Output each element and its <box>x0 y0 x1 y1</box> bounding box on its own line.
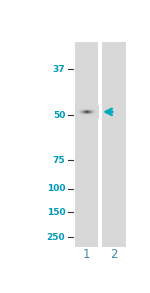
Bar <box>75 42 98 247</box>
Text: 250: 250 <box>47 233 65 242</box>
Text: 37: 37 <box>53 64 65 74</box>
Text: 1: 1 <box>82 248 90 260</box>
Text: 150: 150 <box>47 208 65 217</box>
Text: 2: 2 <box>110 248 118 260</box>
Text: 50: 50 <box>53 111 65 120</box>
Bar <box>102 42 126 247</box>
Text: 75: 75 <box>53 156 65 165</box>
Text: 100: 100 <box>47 184 65 193</box>
